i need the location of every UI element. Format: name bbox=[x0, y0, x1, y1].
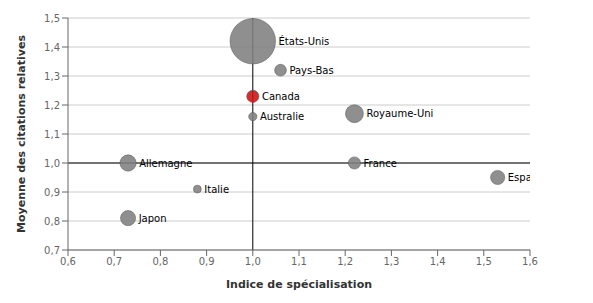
svg-text:Italie: Italie bbox=[204, 184, 229, 195]
svg-text:1,4: 1,4 bbox=[44, 42, 60, 53]
svg-text:1,5: 1,5 bbox=[44, 13, 60, 24]
svg-text:Moyenne des citations relative: Moyenne des citations relatives bbox=[15, 35, 28, 233]
svg-text:1,2: 1,2 bbox=[337, 256, 353, 267]
svg-text:1,2: 1,2 bbox=[44, 100, 60, 111]
svg-text:Japon: Japon bbox=[138, 213, 167, 224]
svg-text:Indice de spécialisation: Indice de spécialisation bbox=[226, 278, 372, 291]
svg-text:0,9: 0,9 bbox=[199, 256, 215, 267]
svg-text:0,7: 0,7 bbox=[44, 245, 60, 256]
svg-text:Allemagne: Allemagne bbox=[139, 158, 192, 169]
svg-text:Canada: Canada bbox=[262, 91, 300, 102]
svg-text:1,4: 1,4 bbox=[430, 256, 446, 267]
svg-text:0,6: 0,6 bbox=[60, 256, 76, 267]
svg-text:France: France bbox=[364, 158, 397, 169]
svg-text:1,3: 1,3 bbox=[44, 71, 60, 82]
svg-text:0,8: 0,8 bbox=[152, 256, 168, 267]
svg-text:1,1: 1,1 bbox=[44, 129, 60, 140]
svg-text:1,0: 1,0 bbox=[44, 158, 60, 169]
svg-text:0,7: 0,7 bbox=[106, 256, 122, 267]
svg-text:Royaume-Uni: Royaume-Uni bbox=[366, 108, 433, 119]
svg-text:0,9: 0,9 bbox=[44, 187, 60, 198]
svg-text:0,8: 0,8 bbox=[44, 216, 60, 227]
svg-text:1,0: 1,0 bbox=[245, 256, 261, 267]
svg-text:Australie: Australie bbox=[260, 111, 304, 122]
svg-text:1,1: 1,1 bbox=[291, 256, 307, 267]
svg-text:1,6: 1,6 bbox=[522, 256, 538, 267]
svg-text:États-Unis: États-Unis bbox=[279, 35, 330, 47]
svg-text:1,3: 1,3 bbox=[383, 256, 399, 267]
svg-text:1,5: 1,5 bbox=[476, 256, 492, 267]
svg-text:Espagne: Espagne bbox=[508, 172, 530, 183]
svg-text:Pays-Bas: Pays-Bas bbox=[289, 65, 333, 76]
